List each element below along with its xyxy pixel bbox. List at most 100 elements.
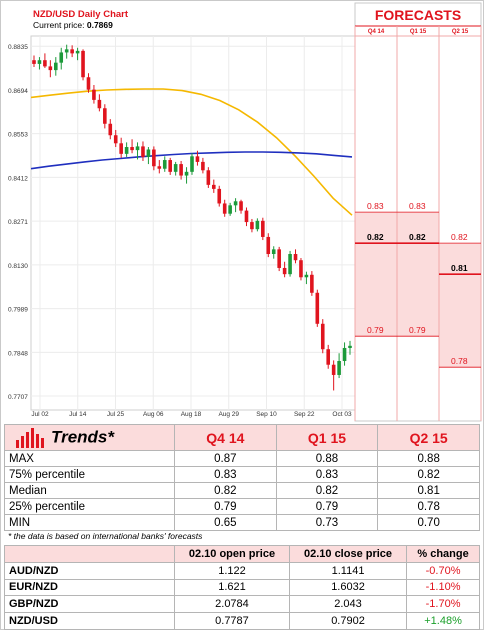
forecast-range-band (397, 212, 439, 337)
x-tick-label: Jul 02 (31, 411, 49, 418)
x-tick-label: Aug 06 (143, 411, 164, 418)
current-price-value: 0.7869 (87, 20, 113, 30)
candle-body (239, 201, 243, 211)
trends-title: Trends* (51, 427, 114, 447)
candle-body (293, 254, 298, 261)
trends-value: 0.79 (275, 498, 379, 515)
trends-row: MIN 0.65 0.73 0.70 (4, 514, 480, 531)
candle-body (130, 147, 134, 151)
y-tick-label: 0.8271 (8, 219, 28, 226)
trends-table: Trends* Q4 14 Q1 15 Q2 15 MAX 0.87 0.88 … (4, 424, 480, 531)
forecast-p25-label: 0.79 (367, 325, 384, 335)
open-price: 1.122 (174, 561, 290, 580)
candle-body (211, 184, 216, 189)
trends-footnote: * the data is based on international ban… (8, 531, 203, 541)
chart-title: NZD/USD Daily Chart (33, 9, 129, 20)
trends-row-label: Median (4, 482, 175, 499)
x-tick-label: Sep 10 (256, 411, 277, 418)
candle-body (282, 267, 287, 275)
trends-col-q2-15: Q2 15 (377, 424, 480, 451)
forecast-quarter-label: Q2 15 (452, 29, 469, 35)
bar-chart-icon (16, 427, 44, 448)
trends-row: 75% percentile 0.83 0.83 0.82 (4, 466, 480, 483)
currency-pair: AUD/NZD (4, 561, 175, 580)
trends-row-label: 75% percentile (4, 466, 175, 483)
forecast-p25-label: 0.78 (451, 356, 468, 366)
y-tick-label: 0.8130 (8, 263, 28, 270)
y-tick-label: 0.7707 (8, 394, 28, 401)
nzdusd-chart: 0.8835 0.8694 0.8553 0.8412 0.8271 0.8130 0.79… (8, 2, 482, 422)
trends-value: 0.88 (275, 450, 379, 467)
candle-body (261, 220, 265, 237)
close-price: 1.1141 (288, 561, 408, 580)
candle-body (81, 50, 85, 78)
candle-body (320, 323, 325, 350)
price-change-header-change: % change (406, 545, 480, 563)
forecasts-header: FORECASTS (375, 7, 461, 23)
forecast-p75-label: 0.83 (409, 201, 426, 211)
forecast-p25-label: 0.79 (409, 325, 426, 335)
candle-body (348, 345, 352, 348)
trends-row: MAX 0.87 0.88 0.88 (4, 450, 480, 467)
candle-body (119, 143, 123, 154)
candle-body (168, 160, 173, 172)
trends-value: 0.83 (174, 466, 277, 483)
trends-row-label: MAX (4, 450, 175, 467)
candle-body (315, 292, 320, 324)
open-price: 1.621 (174, 578, 290, 597)
candle-body (342, 347, 347, 362)
trends-row-label: MIN (4, 514, 175, 531)
trends-col-q1-15: Q1 15 (275, 424, 379, 451)
candle-body (277, 249, 281, 268)
trends-value: 0.78 (377, 498, 480, 515)
price-change-header-close: 02.10 close price (288, 545, 408, 563)
trends-row-label: 25% percentile (4, 498, 175, 515)
forecast-quarter-label: Q1 15 (410, 29, 427, 35)
close-price: 1.6032 (288, 578, 408, 597)
candle-body (108, 123, 113, 136)
currency-pair: NZD/USD (4, 612, 175, 630)
candle-body (152, 149, 156, 167)
candle-body (222, 203, 227, 214)
currency-pair: GBP/NZD (4, 595, 175, 614)
x-tick-label: Sep 22 (294, 411, 315, 418)
candle-body (103, 108, 107, 124)
price-change-table: 02.10 open price 02.10 close price % cha… (4, 545, 480, 630)
price-change-header-open: 02.10 open price (174, 545, 290, 563)
percent-change: -0.70% (406, 561, 480, 580)
y-tick-label: 0.8412 (8, 175, 28, 182)
price-change-row: AUD/NZD 1.122 1.1141 -0.70% (4, 561, 480, 580)
open-price: 2.0784 (174, 595, 290, 614)
candle-body (326, 349, 331, 365)
y-tick-label: 0.8694 (8, 88, 28, 95)
candle-body (195, 156, 200, 162)
price-change-row: EUR/NZD 1.621 1.6032 -1.10% (4, 578, 480, 597)
candle-body (310, 274, 314, 293)
trends-value: 0.70 (377, 514, 480, 531)
candle-body (201, 161, 205, 171)
trends-value: 0.79 (174, 498, 277, 515)
candle-body (228, 205, 232, 214)
candle-body (86, 77, 91, 90)
candle-body (32, 60, 36, 64)
y-tick-label: 0.8835 (8, 44, 28, 51)
y-tick-label: 0.7989 (8, 307, 28, 314)
candle-body (135, 146, 140, 151)
candle-body (304, 274, 309, 278)
x-tick-label: Oct 03 (332, 411, 352, 418)
trends-value: 0.65 (174, 514, 277, 531)
trends-value: 0.81 (377, 482, 480, 499)
trends-value: 0.82 (377, 466, 480, 483)
forecast-range-band (355, 212, 397, 337)
candle-body (173, 164, 178, 172)
trends-col-q4-14: Q4 14 (174, 424, 277, 451)
trends-value: 0.88 (377, 450, 480, 467)
candle-body (141, 146, 145, 157)
percent-change: -1.70% (406, 595, 480, 614)
price-change-row: NZD/USD 0.7787 0.7902 +1.48% (4, 612, 480, 630)
candle-body (331, 364, 336, 375)
candle-body (217, 188, 222, 204)
open-price: 0.7787 (174, 612, 290, 630)
x-tick-label: Aug 29 (218, 411, 239, 418)
candle-body (250, 222, 254, 230)
